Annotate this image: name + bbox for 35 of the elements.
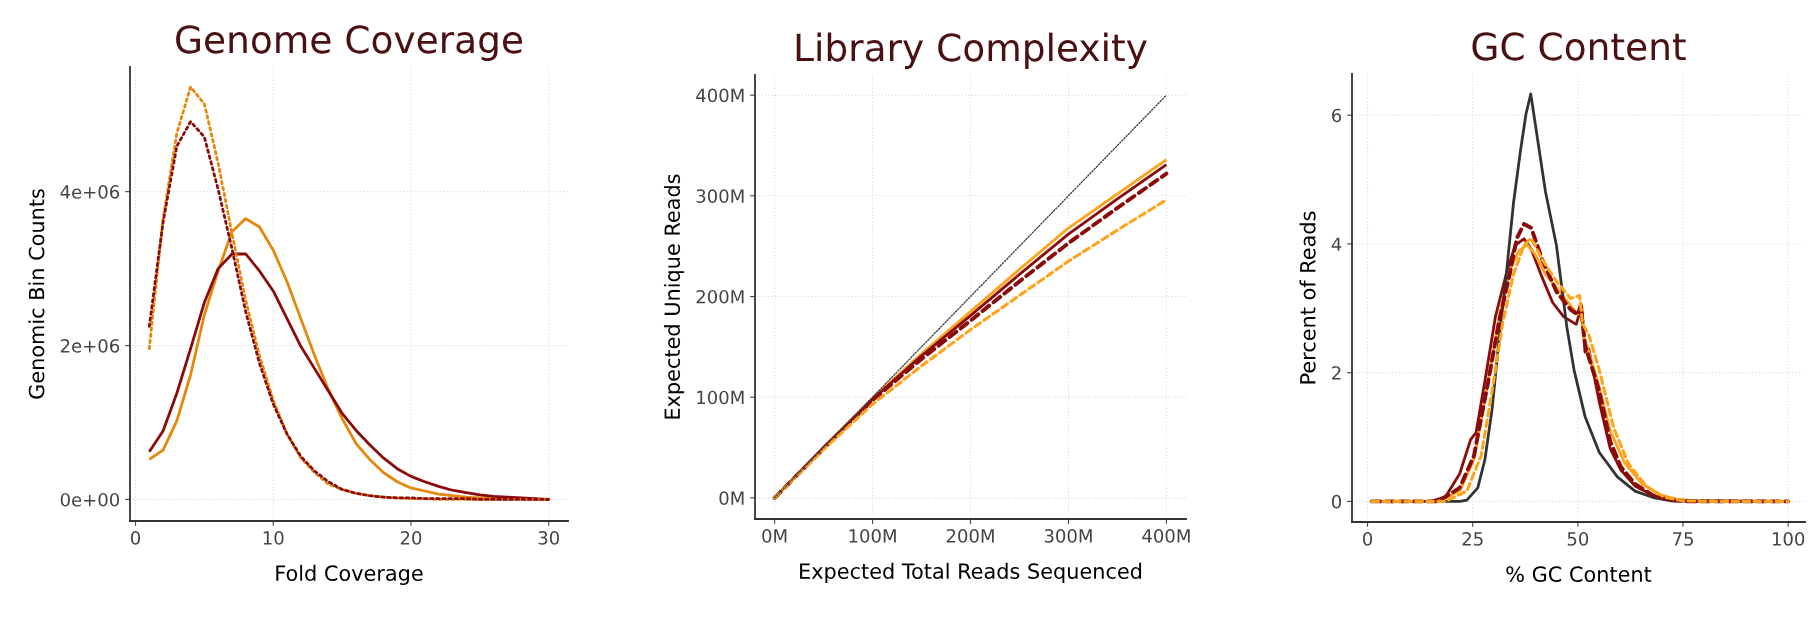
y-axis-title: Expected Unique Reads <box>663 174 685 419</box>
x-tick-label: 100 <box>1772 532 1805 546</box>
y-tick-label: 0M <box>719 491 744 505</box>
x-tick-label: 25 <box>1462 532 1483 546</box>
x-tick-label: 0 <box>1363 532 1373 546</box>
y-tick-label: 2 <box>1332 366 1341 380</box>
chart-title: Library Complexity <box>796 32 1147 69</box>
x-tick-label: 0M <box>762 529 787 543</box>
x-tick-label: 75 <box>1673 532 1693 546</box>
y-tick-label: 0 <box>1331 494 1342 509</box>
x-axis-title: Fold Coverage <box>276 564 423 586</box>
y-axis-title: Genomic Bin Counts <box>28 189 45 399</box>
chart-title: Genome Coverage <box>176 25 523 61</box>
x-tick-label: 0 <box>130 531 141 545</box>
x-tick-label: 300M <box>1044 529 1092 543</box>
x-tick-label: 10 <box>263 531 284 545</box>
y-tick-label: 200M <box>696 289 744 304</box>
y-tick-label: 300M <box>696 189 744 203</box>
y-tick-label: 0e+00 <box>60 492 120 507</box>
y-tick-label: 6 <box>1332 108 1342 123</box>
x-tick-label: 200M <box>946 529 994 543</box>
y-axis-title: Percent of Reads <box>1299 211 1316 384</box>
y-tick-label: 4 <box>1331 237 1342 251</box>
x-tick-label: 20 <box>400 531 422 545</box>
x-tick-label: 30 <box>538 531 560 545</box>
x-tick-label: 50 <box>1567 532 1589 546</box>
x-tick-label: 100M <box>849 529 896 543</box>
x-tick-label: 400M <box>1142 529 1190 543</box>
y-tick-label: 2e+06 <box>60 339 120 353</box>
y-tick-label: 400M <box>696 88 744 103</box>
y-tick-label: 100M <box>697 390 744 405</box>
y-tick-label: 4e+06 <box>60 185 120 199</box>
chart-title: GC Content <box>1472 32 1686 61</box>
x-axis-title: % GC Content <box>1506 566 1652 582</box>
x-axis-title: Expected Total Reads Sequenced <box>800 562 1142 584</box>
